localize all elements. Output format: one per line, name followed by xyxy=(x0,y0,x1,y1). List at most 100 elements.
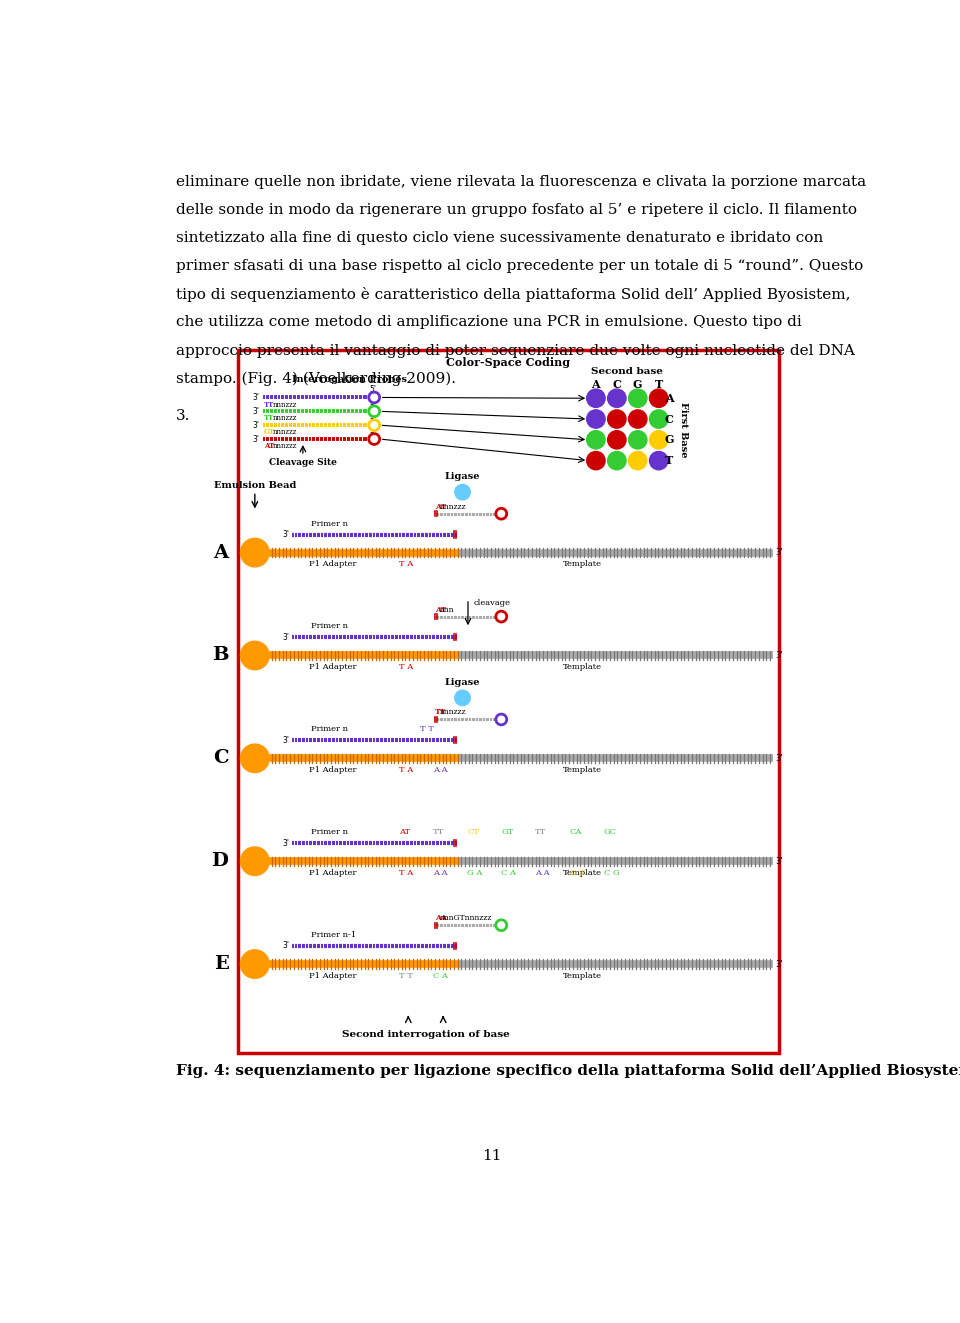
Text: Primer n: Primer n xyxy=(311,622,348,631)
Text: Ligase: Ligase xyxy=(444,679,480,687)
Text: A A: A A xyxy=(433,766,447,774)
Text: A: A xyxy=(213,544,228,561)
Text: 3': 3' xyxy=(282,632,289,642)
Circle shape xyxy=(587,410,605,429)
Circle shape xyxy=(455,484,470,500)
Text: 3': 3' xyxy=(776,857,783,865)
Text: 3': 3' xyxy=(776,548,783,557)
Text: Color-Space Coding: Color-Space Coding xyxy=(446,357,570,368)
Text: P1 Adapter: P1 Adapter xyxy=(309,663,356,671)
Circle shape xyxy=(241,847,269,876)
Text: P1 Adapter: P1 Adapter xyxy=(309,561,356,569)
Text: Primer n: Primer n xyxy=(311,520,348,528)
Text: TT: TT xyxy=(433,828,444,836)
Text: 5': 5' xyxy=(370,398,376,407)
Text: Interrogation Probes: Interrogation Probes xyxy=(292,376,407,384)
Text: Second interrogation of base: Second interrogation of base xyxy=(342,1029,510,1039)
Circle shape xyxy=(496,919,507,930)
Text: nnnGTnnnzzz: nnnGTnnnzzz xyxy=(440,914,492,922)
Text: Template: Template xyxy=(564,766,602,774)
Text: TT: TT xyxy=(264,414,275,422)
Text: A: A xyxy=(591,378,600,390)
Text: AT: AT xyxy=(399,828,410,836)
Text: 3.: 3. xyxy=(176,409,190,423)
Text: GT: GT xyxy=(501,828,514,836)
Text: 5': 5' xyxy=(370,413,376,421)
Bar xyxy=(238,349,779,1053)
Text: T A: T A xyxy=(399,663,413,671)
Text: Template: Template xyxy=(564,972,602,980)
Text: A A: A A xyxy=(433,869,447,877)
Circle shape xyxy=(650,431,668,448)
Text: Primer n-1: Primer n-1 xyxy=(311,931,357,939)
Text: 3': 3' xyxy=(282,736,289,745)
Text: nnnzzz: nnnzzz xyxy=(273,401,297,409)
Text: T A: T A xyxy=(399,869,413,877)
Text: A: A xyxy=(665,393,674,404)
Circle shape xyxy=(650,389,668,407)
Text: 3': 3' xyxy=(252,406,259,415)
Text: TT: TT xyxy=(536,828,547,836)
Text: Ligase: Ligase xyxy=(444,472,480,482)
Text: C A: C A xyxy=(501,869,516,877)
Text: CT: CT xyxy=(468,828,479,836)
Text: Emulsion Bead: Emulsion Bead xyxy=(214,480,296,490)
Text: cleavage: cleavage xyxy=(473,599,511,607)
Circle shape xyxy=(629,451,647,470)
Text: approccio presenta il vantaggio di poter sequenziare due volte ogni nucleotide d: approccio presenta il vantaggio di poter… xyxy=(176,344,854,357)
Text: nnnzzz: nnnzzz xyxy=(273,414,297,422)
Circle shape xyxy=(650,451,668,470)
Text: 3': 3' xyxy=(776,651,783,660)
Text: P1 Adapter: P1 Adapter xyxy=(309,972,356,980)
Text: nnn: nnn xyxy=(440,606,455,614)
Text: nnnzzz: nnnzzz xyxy=(273,442,297,450)
Text: nnnzzz: nnnzzz xyxy=(273,429,297,437)
Text: 3': 3' xyxy=(282,531,289,538)
Text: C: C xyxy=(213,749,228,767)
Text: C A: C A xyxy=(433,972,448,980)
Circle shape xyxy=(587,431,605,448)
Text: Cleavage Site: Cleavage Site xyxy=(269,458,337,467)
Text: delle sonde in modo da rigenerare un gruppo fosfato al 5’ e ripetere il ciclo. I: delle sonde in modo da rigenerare un gru… xyxy=(176,202,856,217)
Circle shape xyxy=(241,744,269,773)
Circle shape xyxy=(629,431,647,448)
Text: GC: GC xyxy=(604,828,616,836)
Text: A A: A A xyxy=(536,869,550,877)
Text: 11: 11 xyxy=(482,1148,502,1163)
Text: Fig. 4: sequenziamento per ligazione specifico della piattaforma Solid dell’Appl: Fig. 4: sequenziamento per ligazione spe… xyxy=(176,1064,960,1078)
Text: First Base: First Base xyxy=(679,402,688,458)
Text: TT: TT xyxy=(435,708,445,716)
Circle shape xyxy=(608,389,626,407)
Text: AT: AT xyxy=(435,606,445,614)
Text: AT: AT xyxy=(264,442,275,450)
Text: Primer n: Primer n xyxy=(311,725,348,733)
Text: 5': 5' xyxy=(370,426,376,435)
Text: 3': 3' xyxy=(252,434,259,443)
Text: stampo. (Fig. 4) (Voelkerding 2009).: stampo. (Fig. 4) (Voelkerding 2009). xyxy=(176,372,456,386)
Circle shape xyxy=(608,410,626,429)
Text: AA: AA xyxy=(435,914,446,922)
Circle shape xyxy=(455,691,470,705)
Circle shape xyxy=(496,508,507,519)
Text: nnnzzz: nnnzzz xyxy=(440,708,467,716)
Text: TT: TT xyxy=(264,401,275,409)
Circle shape xyxy=(650,410,668,429)
Text: tipo di sequenziamento è caratteristico della piattaforma Solid dell’ Applied By: tipo di sequenziamento è caratteristico … xyxy=(176,287,851,303)
Circle shape xyxy=(369,406,379,417)
Circle shape xyxy=(608,451,626,470)
Text: T A: T A xyxy=(399,766,413,774)
Text: P1 Adapter: P1 Adapter xyxy=(309,869,356,877)
Circle shape xyxy=(241,950,269,978)
Circle shape xyxy=(629,410,647,429)
Text: Template: Template xyxy=(564,869,602,877)
Text: 5': 5' xyxy=(370,385,376,394)
Text: T: T xyxy=(655,378,662,390)
Text: T A: T A xyxy=(399,561,413,569)
Text: T: T xyxy=(665,455,673,466)
Text: 3': 3' xyxy=(282,839,289,848)
Text: G A: G A xyxy=(468,869,483,877)
Circle shape xyxy=(496,611,507,622)
Text: AT: AT xyxy=(435,503,445,511)
Text: C: C xyxy=(665,414,674,425)
Text: che utilizza come metodo di amplificazione una PCR in emulsione. Questo tipo di: che utilizza come metodo di amplificazio… xyxy=(176,315,802,329)
